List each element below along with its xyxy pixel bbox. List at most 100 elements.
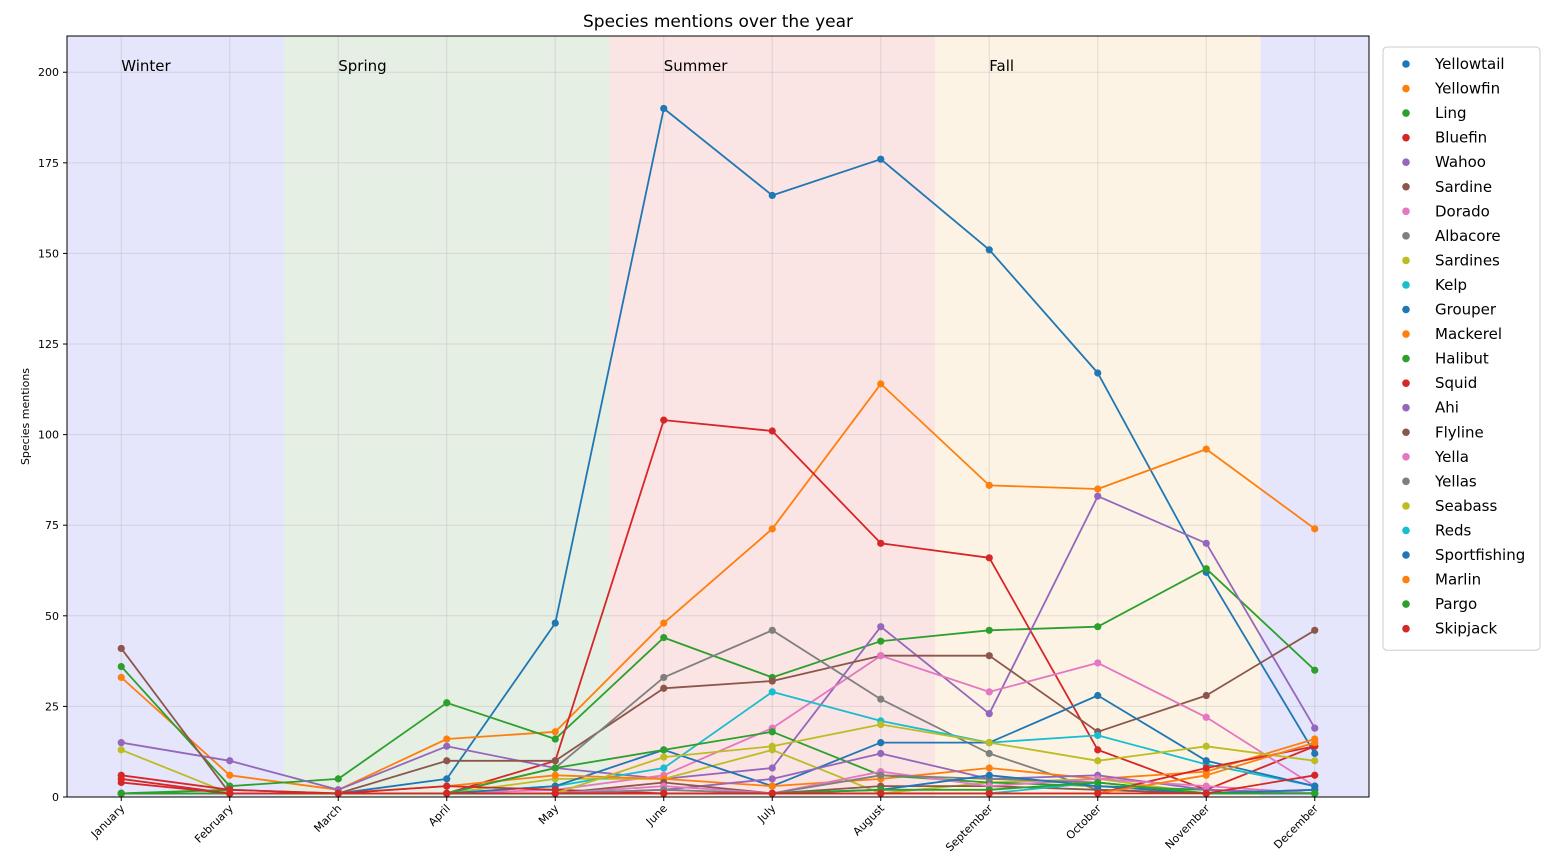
data-point-seabass-7 [877,720,885,729]
data-point-yellowfin-5 [660,619,668,627]
data-point-squid-0 [117,771,125,779]
data-point-dorado-9 [1094,659,1102,667]
data-point-squid-10 [1202,764,1210,772]
data-point-yellowtail-6 [768,191,776,200]
data-point-marlin-10 [1202,771,1210,779]
legend-marker-pargo [1402,600,1410,608]
data-point-yellowfin-10 [1202,445,1210,453]
data-point-wahoo-6 [768,764,776,772]
data-point-yellowfin-1 [226,771,234,779]
data-point-yellas-7 [877,771,885,779]
data-point-skipjack-5 [660,789,668,797]
legend-label-sardine: Sardine [1435,178,1492,196]
data-point-yellowtail-3 [443,775,451,783]
series-skipjack [117,771,1319,797]
legend-marker-halibut [1402,354,1410,363]
series-wahoo [117,492,1319,794]
data-point-yellowtail-5 [660,104,668,113]
data-point-skipjack-9 [1094,789,1102,797]
data-point-ling-10 [1202,565,1210,573]
data-point-yellowfin-7 [877,380,885,388]
x-tick-label-april: April [426,802,453,829]
data-point-sardine-11 [1311,626,1319,634]
x-tick-label-december: December [1271,802,1321,852]
y-tick-label-3: 75 [45,519,59,532]
legend-label-halibut: Halibut [1435,350,1489,368]
y-tick-label-0: 0 [52,791,59,804]
legend-label-ling: Ling [1435,104,1467,122]
data-point-dorado-10 [1202,713,1210,721]
data-point-kelp-9 [1094,731,1102,739]
series-lines [117,104,1319,797]
season-band-spring-1 [284,36,610,797]
x-tick-label-august: August [850,801,887,838]
season-label-summer: Summer [664,57,728,75]
season-label-winter: Winter [121,57,171,75]
data-point-sardine-3 [443,757,451,765]
data-point-ling-0 [117,662,125,671]
plot-frame [66,35,1370,798]
season-band-summer-2 [609,36,935,797]
data-point-albacore-8 [985,749,993,758]
legend-label-reds: Reds [1435,521,1471,539]
data-point-skipjack-2 [334,789,342,797]
data-point-ling-4 [551,735,559,743]
legend-marker-yellowfin [1402,84,1410,93]
season-band-fall-3 [935,36,1261,797]
data-point-skipjack-11 [1311,771,1319,779]
data-point-albacore-7 [877,695,885,703]
legend-marker-yellas [1402,477,1410,486]
data-point-yellowtail-7 [877,155,885,163]
data-point-albacore-6 [768,626,776,634]
legend-marker-ahi [1402,403,1410,412]
legend-label-kelp: Kelp [1435,276,1467,294]
legend-label-sportfishing: Sportfishing [1435,546,1525,564]
legend-marker-ling [1402,109,1410,117]
data-point-yellowtail-4 [551,619,559,627]
y-tick-label-5: 125 [38,338,59,351]
data-point-marlin-11 [1311,739,1319,747]
data-point-seabass-11 [1311,757,1319,765]
x-tick-label-february: February [192,802,236,846]
data-point-yella-10 [1202,782,1210,790]
data-point-wahoo-1 [226,757,234,765]
data-point-halibut-6 [768,728,776,736]
data-point-yellowtail-8 [985,246,993,254]
y-tick-label-6: 150 [38,247,59,260]
legend-marker-bluefin [1402,133,1410,142]
data-point-ling-7 [877,637,885,645]
data-point-mackerel-8 [985,764,993,772]
legend-label-yellas: Yellas [1434,472,1477,490]
legend-marker-squid [1402,379,1410,387]
legend-marker-grouper [1402,305,1410,314]
legend-label-pargo: Pargo [1435,595,1477,613]
y-axis-label: Species mentions [19,368,32,465]
data-point-bluefin-9 [1094,746,1102,754]
data-point-bluefin-6 [768,427,776,435]
data-point-pargo-9 [1094,778,1102,787]
chart-title: Species mentions over the year [583,12,853,32]
season-bands [67,36,1369,797]
data-point-yellowfin-6 [768,525,776,533]
data-point-sardine-8 [985,652,993,660]
data-point-sportfishing-8 [985,771,993,779]
legend-box [1382,46,1541,651]
series-line-yellowfin [120,382,1316,791]
data-point-seabass-6 [768,742,776,750]
season-band-winter-0 [67,36,284,797]
data-point-grouper-10 [1202,757,1210,765]
data-point-sardine-10 [1202,691,1210,700]
legend-label-seabass: Seabass [1435,497,1497,515]
legend-marker-mackerel [1402,330,1410,338]
legend-marker-dorado [1402,207,1410,216]
data-point-grouper-7 [877,739,885,747]
data-point-ling-3 [443,699,451,707]
legend-label-bluefin: Bluefin [1435,129,1487,147]
data-point-skipjack-4 [551,789,559,797]
legend-marker-marlin [1402,575,1410,584]
data-point-seabass-5 [660,753,668,761]
data-point-yellowfin-0 [117,673,125,682]
data-point-wahoo-7 [877,623,885,631]
data-point-yellowfin-4 [551,728,559,736]
legend-label-ahi: Ahi [1435,399,1459,417]
